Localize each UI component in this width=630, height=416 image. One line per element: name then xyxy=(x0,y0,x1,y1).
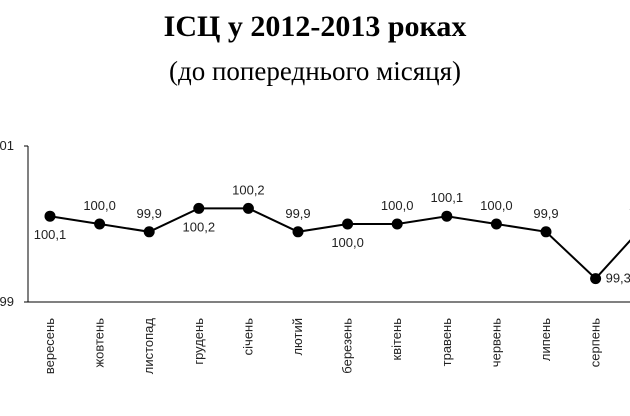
marker xyxy=(391,218,403,230)
data-label: 99,9 xyxy=(285,206,310,221)
x-tick-label: квітень xyxy=(389,318,404,361)
y-tick-label: 101 xyxy=(0,138,14,153)
marker xyxy=(490,218,502,230)
x-tick-label: вересень xyxy=(42,318,57,374)
data-label: 100,1 xyxy=(431,190,464,205)
x-tick-label: травень xyxy=(439,318,454,367)
data-label: 100,0 xyxy=(83,198,116,213)
marker xyxy=(292,226,304,238)
marker xyxy=(540,226,552,238)
data-label: 100,2 xyxy=(232,182,265,197)
data-label: 100,0 xyxy=(629,198,630,213)
x-tick-label: березень xyxy=(340,318,355,374)
data-label: 100,2 xyxy=(183,219,216,234)
marker xyxy=(342,218,354,230)
marker xyxy=(143,226,155,238)
data-label: 100,0 xyxy=(331,235,364,250)
x-tick-label: червень xyxy=(488,318,503,367)
chart-title: ІСЦ у 2012-2013 роках xyxy=(164,10,467,43)
marker xyxy=(242,202,254,214)
data-label: 100,0 xyxy=(480,198,513,213)
x-tick-label: жовтень xyxy=(92,318,107,368)
data-label: 99,9 xyxy=(137,206,162,221)
marker xyxy=(590,273,602,285)
y-tick-label: 99 xyxy=(0,294,14,309)
x-tick-label: лютий xyxy=(290,318,305,356)
data-label: 99,3 xyxy=(606,271,630,286)
marker xyxy=(44,210,56,222)
marker xyxy=(441,210,453,222)
x-tick-label: серпень xyxy=(588,318,603,367)
x-tick-label: липень xyxy=(538,318,553,361)
data-label: 100,1 xyxy=(34,227,67,242)
marker xyxy=(193,202,205,214)
chart-subtitle: (до попереднього місяця) xyxy=(169,56,461,86)
x-tick-label: січень xyxy=(240,318,255,356)
data-label: 100,0 xyxy=(381,198,414,213)
x-tick-label: листопад xyxy=(141,318,156,375)
marker xyxy=(94,218,106,230)
x-tick-label: грудень xyxy=(191,318,206,365)
data-label: 99,9 xyxy=(533,206,558,221)
